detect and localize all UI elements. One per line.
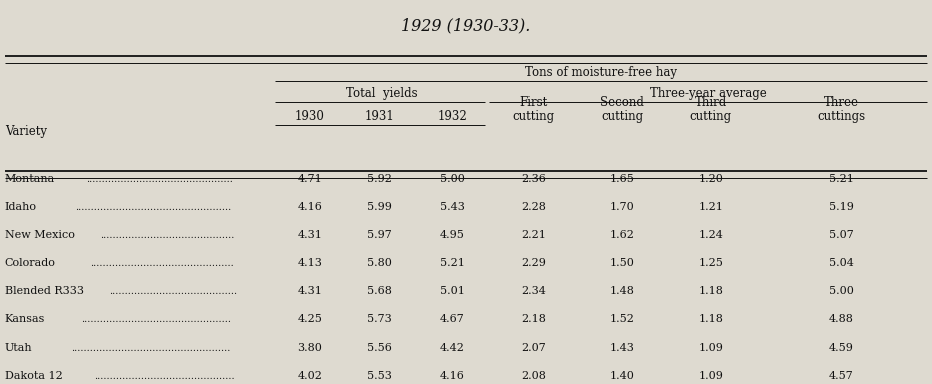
Text: ...........................................: ........................................… xyxy=(101,232,235,240)
Text: Three
cuttings: Three cuttings xyxy=(817,96,865,123)
Text: ................................................: ........................................… xyxy=(81,316,231,324)
Text: 4.02: 4.02 xyxy=(297,371,322,381)
Text: ..................................................: ........................................… xyxy=(75,204,231,212)
Text: Colorado: Colorado xyxy=(5,258,56,268)
Text: 2.07: 2.07 xyxy=(521,343,546,353)
Text: 5.43: 5.43 xyxy=(440,202,464,212)
Text: 1.20: 1.20 xyxy=(698,174,723,184)
Text: 1.65: 1.65 xyxy=(610,174,635,184)
Text: ..............................................: ........................................… xyxy=(90,260,234,268)
Text: 5.00: 5.00 xyxy=(829,286,854,296)
Text: 2.18: 2.18 xyxy=(521,314,546,324)
Text: 1931: 1931 xyxy=(365,110,394,123)
Text: Variety: Variety xyxy=(5,125,47,138)
Text: 4.16: 4.16 xyxy=(297,202,322,212)
Text: 1.52: 1.52 xyxy=(610,314,635,324)
Text: 5.80: 5.80 xyxy=(367,258,392,268)
Text: 5.04: 5.04 xyxy=(829,258,854,268)
Text: 1.24: 1.24 xyxy=(698,230,723,240)
Text: 5.01: 5.01 xyxy=(440,286,464,296)
Text: 5.53: 5.53 xyxy=(367,371,392,381)
Text: 5.68: 5.68 xyxy=(367,286,392,296)
Text: Tons of moisture-free hay: Tons of moisture-free hay xyxy=(525,66,678,79)
Text: 4.31: 4.31 xyxy=(297,230,322,240)
Text: Utah: Utah xyxy=(5,343,33,353)
Text: Kansas: Kansas xyxy=(5,314,45,324)
Text: .............................................: ........................................… xyxy=(94,372,235,381)
Text: 2.28: 2.28 xyxy=(521,202,546,212)
Text: 4.31: 4.31 xyxy=(297,286,322,296)
Text: 1.50: 1.50 xyxy=(610,258,635,268)
Text: 5.92: 5.92 xyxy=(367,174,392,184)
Text: 1.25: 1.25 xyxy=(698,258,723,268)
Text: 2.34: 2.34 xyxy=(521,286,546,296)
Text: 1.70: 1.70 xyxy=(610,202,635,212)
Text: 4.95: 4.95 xyxy=(440,230,464,240)
Text: 5.07: 5.07 xyxy=(829,230,854,240)
Text: 5.56: 5.56 xyxy=(367,343,392,353)
Text: ...................................................: ........................................… xyxy=(71,344,230,353)
Text: .........................................: ........................................… xyxy=(109,288,238,296)
Text: 5.21: 5.21 xyxy=(829,174,854,184)
Text: 1.18: 1.18 xyxy=(698,286,723,296)
Text: 4.13: 4.13 xyxy=(297,258,322,268)
Text: 3.80: 3.80 xyxy=(297,343,322,353)
Text: 4.59: 4.59 xyxy=(829,343,854,353)
Text: 4.71: 4.71 xyxy=(297,174,322,184)
Text: 1.48: 1.48 xyxy=(610,286,635,296)
Text: 5.73: 5.73 xyxy=(367,314,392,324)
Text: First
cutting: First cutting xyxy=(513,96,555,123)
Text: Montana: Montana xyxy=(5,174,55,184)
Text: 2.21: 2.21 xyxy=(521,230,546,240)
Text: 5.99: 5.99 xyxy=(367,202,392,212)
Text: 1.62: 1.62 xyxy=(610,230,635,240)
Text: 5.97: 5.97 xyxy=(367,230,392,240)
Text: 1.21: 1.21 xyxy=(698,202,723,212)
Text: 1929 (1930-33).: 1929 (1930-33). xyxy=(402,17,530,34)
Text: New Mexico: New Mexico xyxy=(5,230,75,240)
Text: 1.43: 1.43 xyxy=(610,343,635,353)
Text: 4.67: 4.67 xyxy=(440,314,464,324)
Text: 4.42: 4.42 xyxy=(440,343,464,353)
Text: Third
cutting: Third cutting xyxy=(690,96,732,123)
Text: Second
cutting: Second cutting xyxy=(600,96,644,123)
Text: 1930: 1930 xyxy=(295,110,325,123)
Text: 1.18: 1.18 xyxy=(698,314,723,324)
Text: Three-year average: Three-year average xyxy=(650,87,767,100)
Text: 1.09: 1.09 xyxy=(698,371,723,381)
Text: 5.21: 5.21 xyxy=(440,258,464,268)
Text: ...............................................: ........................................… xyxy=(86,175,232,184)
Text: 5.19: 5.19 xyxy=(829,202,854,212)
Text: 2.08: 2.08 xyxy=(521,371,546,381)
Text: Idaho: Idaho xyxy=(5,202,36,212)
Text: Total  yields: Total yields xyxy=(347,87,418,100)
Text: 5.00: 5.00 xyxy=(440,174,464,184)
Text: Blended R333: Blended R333 xyxy=(5,286,84,296)
Text: 2.36: 2.36 xyxy=(521,174,546,184)
Text: Dakota 12: Dakota 12 xyxy=(5,371,62,381)
Text: 2.29: 2.29 xyxy=(521,258,546,268)
Text: 4.16: 4.16 xyxy=(440,371,464,381)
Text: 4.25: 4.25 xyxy=(297,314,322,324)
Text: 4.57: 4.57 xyxy=(829,371,854,381)
Text: 1.09: 1.09 xyxy=(698,343,723,353)
Text: 4.88: 4.88 xyxy=(829,314,854,324)
Text: 1.40: 1.40 xyxy=(610,371,635,381)
Text: 1932: 1932 xyxy=(437,110,467,123)
